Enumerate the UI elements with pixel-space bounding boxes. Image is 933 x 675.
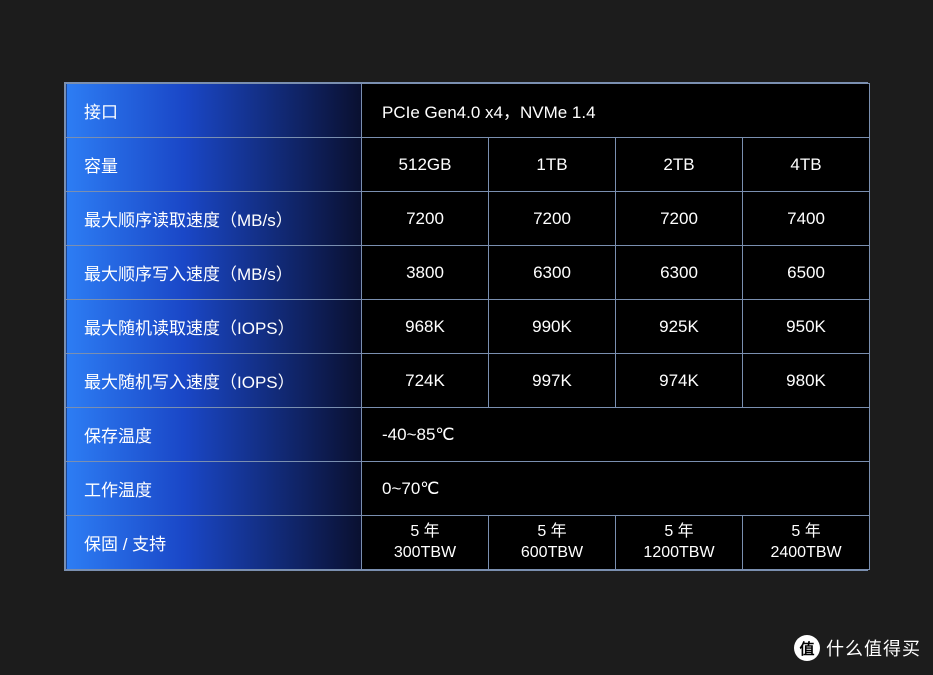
table-row: 保存温度 -40~85℃ [66, 408, 870, 462]
interface-value: PCIe Gen4.0 x4，NVMe 1.4 [362, 84, 870, 138]
watermark-icon: 值 [794, 635, 820, 661]
seq-write-cell: 6300 [489, 246, 616, 300]
table-row: 最大随机写入速度（IOPS） 724K 997K 974K 980K [66, 354, 870, 408]
row-label: 容量 [66, 138, 362, 192]
rand-read-cell: 968K [362, 300, 489, 354]
warranty-cell: 5 年 300TBW [362, 516, 489, 570]
spec-table-container: 接口 PCIe Gen4.0 x4，NVMe 1.4 容量 512GB 1TB … [64, 82, 868, 571]
warranty-tbw: 300TBW [394, 544, 456, 561]
row-label: 最大随机写入速度（IOPS） [66, 354, 362, 408]
warranty-tbw: 1200TBW [643, 544, 714, 561]
storage-temp-value: -40~85℃ [362, 408, 870, 462]
row-label: 接口 [66, 84, 362, 138]
seq-read-cell: 7200 [616, 192, 743, 246]
warranty-years: 5 年 [537, 523, 566, 540]
rand-write-cell: 997K [489, 354, 616, 408]
rand-write-cell: 724K [362, 354, 489, 408]
table-row: 最大随机读取速度（IOPS） 968K 990K 925K 950K [66, 300, 870, 354]
capacity-cell: 512GB [362, 138, 489, 192]
capacity-cell: 2TB [616, 138, 743, 192]
rand-read-cell: 990K [489, 300, 616, 354]
warranty-cell: 5 年 600TBW [489, 516, 616, 570]
table-row: 工作温度 0~70℃ [66, 462, 870, 516]
rand-write-cell: 974K [616, 354, 743, 408]
seq-write-cell: 3800 [362, 246, 489, 300]
warranty-tbw: 600TBW [521, 544, 583, 561]
table-row: 最大顺序写入速度（MB/s） 3800 6300 6300 6500 [66, 246, 870, 300]
row-label: 最大随机读取速度（IOPS） [66, 300, 362, 354]
rand-read-cell: 925K [616, 300, 743, 354]
warranty-years: 5 年 [664, 523, 693, 540]
capacity-cell: 4TB [743, 138, 870, 192]
row-label: 最大顺序写入速度（MB/s） [66, 246, 362, 300]
warranty-cell: 5 年 2400TBW [743, 516, 870, 570]
row-label: 保固 / 支持 [66, 516, 362, 570]
watermark-text: 什么值得买 [826, 635, 921, 661]
rand-write-cell: 980K [743, 354, 870, 408]
row-label: 保存温度 [66, 408, 362, 462]
warranty-tbw: 2400TBW [770, 544, 841, 561]
seq-read-cell: 7200 [489, 192, 616, 246]
warranty-years: 5 年 [410, 523, 439, 540]
seq-read-cell: 7200 [362, 192, 489, 246]
seq-write-cell: 6500 [743, 246, 870, 300]
table-row: 保固 / 支持 5 年 300TBW 5 年 600TBW 5 年 1200TB… [66, 516, 870, 570]
row-label: 工作温度 [66, 462, 362, 516]
watermark: 值 什么值得买 [794, 635, 921, 661]
table-row: 最大顺序读取速度（MB/s） 7200 7200 7200 7400 [66, 192, 870, 246]
seq-read-cell: 7400 [743, 192, 870, 246]
spec-table: 接口 PCIe Gen4.0 x4，NVMe 1.4 容量 512GB 1TB … [65, 83, 870, 570]
table-row: 接口 PCIe Gen4.0 x4，NVMe 1.4 [66, 84, 870, 138]
seq-write-cell: 6300 [616, 246, 743, 300]
rand-read-cell: 950K [743, 300, 870, 354]
capacity-cell: 1TB [489, 138, 616, 192]
row-label: 最大顺序读取速度（MB/s） [66, 192, 362, 246]
warranty-cell: 5 年 1200TBW [616, 516, 743, 570]
warranty-years: 5 年 [791, 523, 820, 540]
operating-temp-value: 0~70℃ [362, 462, 870, 516]
table-row: 容量 512GB 1TB 2TB 4TB [66, 138, 870, 192]
